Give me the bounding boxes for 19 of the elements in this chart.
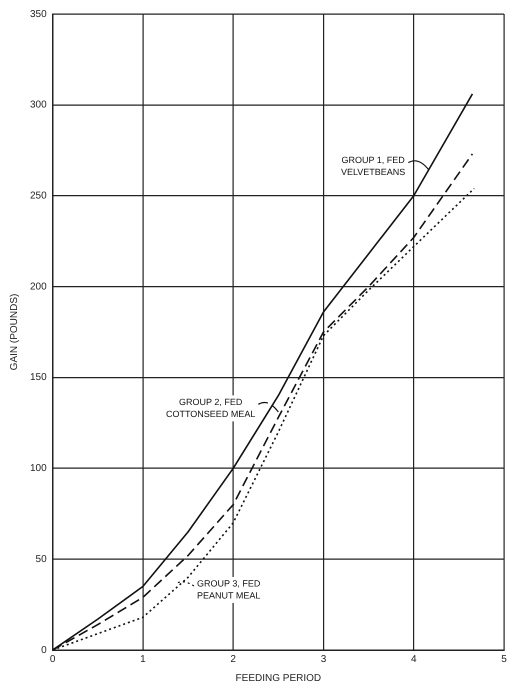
series-label: GROUP 3, FED PEANUT MEAL	[197, 578, 261, 601]
y-tick-label: 50	[36, 554, 48, 565]
x-tick-label: 2	[230, 654, 236, 665]
y-tick-label: 300	[30, 100, 48, 111]
legend-label: GROUP 2, FED COTTONSEED MEAL	[166, 396, 256, 419]
y-tick-label: 150	[30, 372, 48, 384]
y-tick-label: 100	[30, 463, 48, 474]
y-axis-title: GAIN (POUNDS)	[8, 294, 20, 370]
y-tick-label: 200	[30, 281, 48, 292]
x-tick-label: 3	[320, 654, 327, 665]
legend-label: GROUP 1, FED VELVETBEANS	[340, 155, 406, 178]
x-tick-label: 5	[501, 654, 508, 665]
y-tick-label: 0	[41, 644, 48, 656]
x-tick-label: 0	[50, 654, 56, 665]
y-tick-label: 350	[30, 8, 48, 20]
x-tick-label: 4	[410, 654, 417, 665]
x-axis-title: FEEDING PERIOD	[236, 672, 322, 684]
x-tick-label: 1	[140, 654, 146, 665]
y-tick-label: 250	[30, 190, 48, 202]
